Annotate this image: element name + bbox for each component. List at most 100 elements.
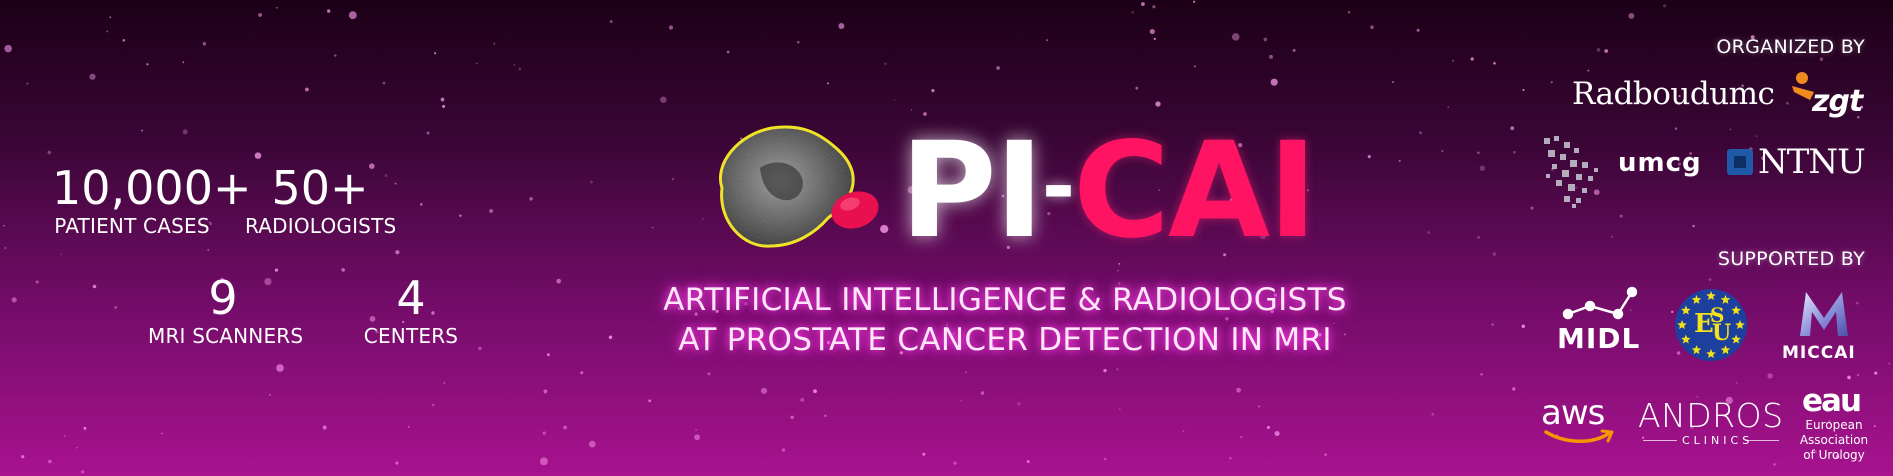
star-dot xyxy=(609,20,613,24)
star-dot xyxy=(944,338,948,342)
star-dot xyxy=(1857,116,1860,119)
star-dot xyxy=(1856,373,1860,377)
star-dot xyxy=(1006,245,1010,249)
star-dot xyxy=(1240,436,1243,439)
star-dot xyxy=(89,73,96,80)
star-dot xyxy=(694,312,698,316)
star-dot xyxy=(1832,454,1835,457)
subtitle: ARTIFICIAL INTELLIGENCE & RADIOLOGISTS A… xyxy=(640,280,1370,360)
star-dot xyxy=(932,218,937,223)
star-dot xyxy=(1575,186,1578,189)
star-dot xyxy=(1238,143,1243,148)
aws-logo: aws xyxy=(1541,393,1605,433)
star-dot xyxy=(1258,405,1260,408)
star-dot xyxy=(402,320,405,324)
star-dot xyxy=(60,253,63,256)
star-dot xyxy=(824,414,827,417)
star-dot xyxy=(1604,49,1609,53)
star-dot xyxy=(1619,214,1623,218)
star-dot xyxy=(375,330,379,334)
star-dot xyxy=(996,66,1000,70)
star-dot xyxy=(327,9,331,13)
star-dot xyxy=(1629,309,1632,312)
organized-by-heading: ORGANIZED BY xyxy=(1716,36,1865,58)
star-dot xyxy=(668,25,674,30)
star-dot xyxy=(990,344,995,348)
star-dot xyxy=(202,41,207,46)
star-dot xyxy=(1819,57,1824,61)
star-dot xyxy=(1674,127,1678,130)
star-dot xyxy=(275,6,278,9)
star-dot xyxy=(1236,387,1241,393)
star-dot xyxy=(1735,382,1738,384)
star-dot xyxy=(945,323,949,326)
star-dot xyxy=(1642,436,1645,439)
star-dot xyxy=(322,425,327,430)
star-dot xyxy=(80,470,85,474)
esui-star-icon xyxy=(1706,291,1716,300)
star-dot xyxy=(478,346,482,351)
star-dot xyxy=(220,277,224,282)
star-dot xyxy=(556,278,562,284)
star-dot xyxy=(1324,453,1327,456)
star-dot xyxy=(1477,235,1481,239)
star-dot xyxy=(1678,95,1681,98)
star-dot xyxy=(384,174,388,177)
miccai-logo: MICCAI xyxy=(1782,343,1856,363)
star-dot xyxy=(47,150,52,155)
star-dot xyxy=(141,129,143,132)
star-dot xyxy=(1149,29,1155,35)
star-dot xyxy=(922,452,926,456)
star-dot xyxy=(182,61,185,64)
star-dot xyxy=(1090,163,1094,166)
star-dot xyxy=(513,64,516,66)
star-dot xyxy=(1231,33,1240,41)
star-dot xyxy=(1318,333,1322,337)
umcg-logo: umcg xyxy=(1618,148,1702,178)
star-dot xyxy=(1229,456,1232,460)
star-dot xyxy=(1847,375,1851,380)
miccai-icon xyxy=(1800,292,1848,336)
star-dot xyxy=(1370,25,1374,30)
star-dot xyxy=(998,306,1003,310)
star-dot xyxy=(1480,372,1483,376)
star-dot xyxy=(1269,54,1273,59)
star-dot xyxy=(1596,48,1601,52)
aws-smile-icon xyxy=(1544,429,1614,443)
star-dot xyxy=(1479,165,1485,171)
star-dot xyxy=(1026,148,1031,153)
star-dot xyxy=(790,415,794,420)
star-dot xyxy=(1512,387,1516,391)
star-dot xyxy=(348,11,357,20)
star-dot xyxy=(122,38,126,42)
star-dot xyxy=(442,104,446,108)
star-dot xyxy=(648,399,652,403)
star-dot xyxy=(1628,12,1635,19)
star-dot xyxy=(442,381,446,385)
pi-cai-title: PI-CAI xyxy=(900,112,1317,266)
esui-star-icon xyxy=(1691,294,1702,304)
star-dot xyxy=(1017,402,1021,406)
star-dot xyxy=(1026,460,1030,463)
star-dot xyxy=(529,197,533,201)
eau-line-3: of Urology xyxy=(1803,448,1865,462)
star-dot xyxy=(1610,235,1613,238)
star-dot xyxy=(394,182,397,185)
star-dot xyxy=(1441,150,1444,152)
esui-star-icon xyxy=(1731,334,1741,344)
star-dot xyxy=(1260,233,1267,240)
star-dot xyxy=(1292,48,1296,52)
star-dot xyxy=(1593,189,1600,196)
star-dot xyxy=(76,446,78,449)
star-dot xyxy=(269,393,272,396)
star-dot xyxy=(1131,11,1134,14)
star-dot xyxy=(1155,101,1161,107)
andros-logo: ANDROS xyxy=(1638,396,1784,435)
star-dot xyxy=(146,63,149,66)
star-dot xyxy=(1118,282,1121,285)
star-dot xyxy=(1750,35,1755,39)
zgt-logo: zgt xyxy=(1812,84,1863,119)
star-dot xyxy=(1692,224,1695,228)
stat-value: 50+ xyxy=(271,161,369,215)
